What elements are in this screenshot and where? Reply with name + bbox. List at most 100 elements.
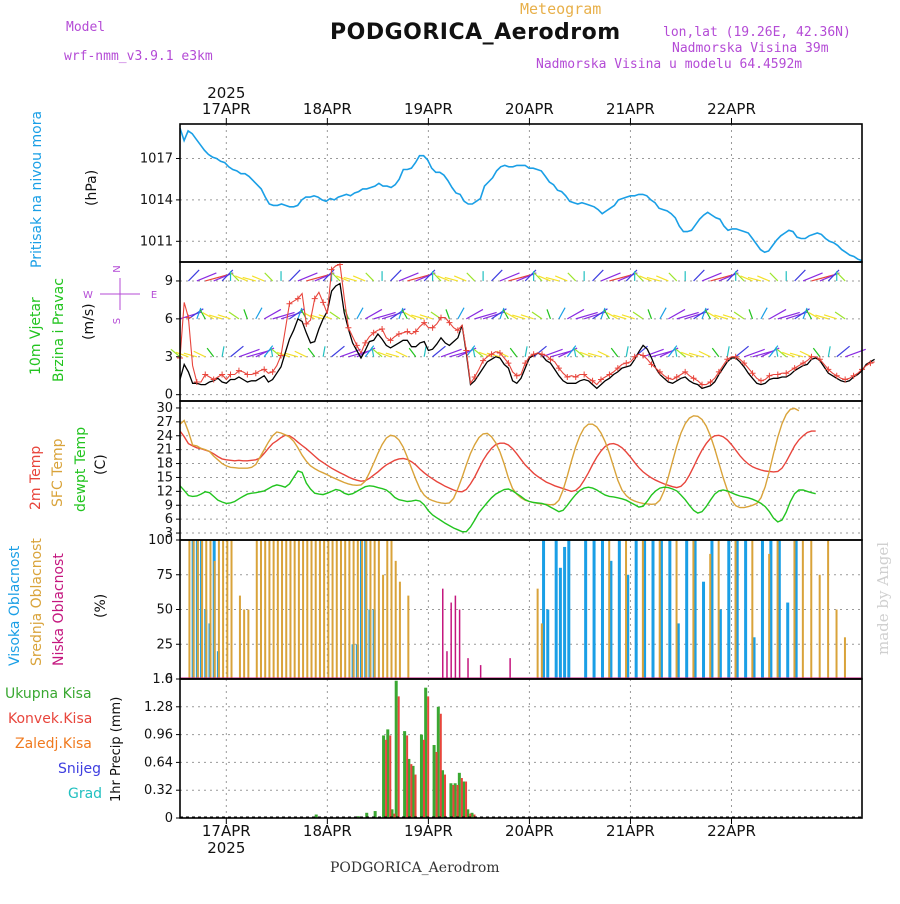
wind-direction-arrow bbox=[371, 346, 375, 357]
wind-direction-arrow bbox=[575, 311, 598, 320]
total-precip-bar bbox=[424, 687, 428, 818]
wind-gust-marker bbox=[623, 360, 630, 367]
wind-direction-arrow bbox=[419, 314, 433, 320]
wind-direction-arrow bbox=[175, 351, 189, 358]
wind-gust-marker bbox=[505, 360, 512, 367]
wind-gust-marker bbox=[463, 347, 470, 354]
wind-gust-marker bbox=[294, 295, 301, 302]
wind-gust-marker bbox=[699, 381, 706, 388]
mid-cloud-bar bbox=[810, 540, 813, 679]
temp-unit: (C) bbox=[93, 454, 109, 475]
wind-direction-arrow bbox=[472, 346, 476, 357]
wind-direction-arrow bbox=[710, 274, 733, 282]
compass-north: N bbox=[112, 265, 123, 272]
wind-gust-marker bbox=[833, 372, 840, 379]
mid-cloud-bar bbox=[264, 540, 267, 679]
wind-direction-arrow bbox=[688, 352, 703, 358]
wind-direction-arrow bbox=[199, 309, 206, 320]
wind-gust-marker bbox=[715, 368, 722, 375]
high-cloud-bar bbox=[584, 540, 588, 679]
high-cloud-bar bbox=[752, 637, 756, 679]
y-tick-label: 30 bbox=[156, 401, 173, 416]
mid-cloud-bar bbox=[331, 540, 334, 679]
y-tick-label: 100 bbox=[148, 533, 173, 548]
total-precip-bar bbox=[407, 758, 411, 818]
wind-gust-marker bbox=[783, 370, 790, 377]
wind-direction-arrow bbox=[284, 352, 299, 358]
legend-graupel: Grad bbox=[68, 786, 103, 802]
wind-gust-marker bbox=[438, 314, 445, 321]
mid-cloud-bar bbox=[306, 540, 309, 679]
wind-direction-arrow bbox=[423, 346, 427, 357]
convective-precip-bar bbox=[465, 781, 468, 818]
wind-direction-arrow bbox=[799, 350, 812, 358]
high-cloud-bar bbox=[735, 540, 739, 679]
high-cloud-bar bbox=[609, 560, 613, 679]
mid-cloud-bar bbox=[318, 540, 321, 679]
wind-title-2: Brzina i Pravac bbox=[51, 278, 67, 382]
high-cloud-bar bbox=[634, 540, 638, 679]
wind-direction-arrow bbox=[760, 307, 768, 320]
wind-direction-arrow bbox=[711, 347, 720, 358]
high-cloud-bar bbox=[786, 602, 790, 679]
wind-direction-arrow bbox=[263, 308, 282, 320]
convective-precip-bar bbox=[469, 813, 472, 818]
wind-direction-arrow bbox=[524, 346, 528, 357]
wind-direction-arrow bbox=[587, 352, 602, 358]
mid-cloud-bar bbox=[196, 540, 199, 679]
wind-direction-arrow bbox=[398, 272, 419, 282]
mid-cloud-bar bbox=[398, 581, 401, 679]
wind-direction-arrow bbox=[408, 347, 417, 358]
wind-direction-arrow bbox=[639, 275, 652, 282]
wind-gust-marker bbox=[395, 331, 402, 338]
wind-direction-arrow bbox=[196, 272, 217, 282]
high-cloud-bar bbox=[617, 540, 621, 679]
wind-gust-marker bbox=[193, 379, 200, 386]
wind-direction-arrow bbox=[502, 309, 509, 320]
high-cloud-bar bbox=[794, 540, 798, 679]
wind-direction-arrow bbox=[364, 308, 383, 320]
mid-cloud-bar bbox=[843, 637, 846, 679]
mid-cloud-bar bbox=[348, 540, 351, 679]
wind-gust-marker bbox=[606, 371, 613, 378]
wind-gust-marker bbox=[656, 368, 663, 375]
wind-direction-arrow bbox=[440, 348, 462, 358]
total-precip-bar bbox=[382, 735, 386, 818]
total-precip-bar bbox=[390, 809, 394, 818]
high-cloud-title: Visoka Oblacnost bbox=[7, 545, 23, 666]
wind-gust-marker bbox=[757, 377, 764, 384]
high-cloud-bar bbox=[693, 540, 697, 679]
wind-gust-marker bbox=[185, 314, 192, 321]
wind-direction-arrow bbox=[668, 272, 678, 282]
wind-direction-arrow bbox=[187, 269, 200, 282]
wind-direction-arrow bbox=[205, 274, 228, 282]
mid-cloud-bar bbox=[386, 540, 389, 679]
mid-cloud-bar bbox=[205, 540, 208, 679]
mid-cloud-bar bbox=[344, 540, 347, 679]
y-tick-label: 0.32 bbox=[144, 783, 173, 798]
wind-direction-arrow bbox=[193, 350, 206, 358]
wind-direction-arrow bbox=[235, 275, 248, 282]
wind-unit: (m/s) bbox=[81, 303, 97, 340]
y-tick-label: 50 bbox=[156, 603, 173, 618]
mid-cloud-bar bbox=[335, 540, 338, 679]
wind-direction-arrow bbox=[714, 314, 728, 320]
mid-cloud-bar bbox=[192, 540, 195, 679]
wind-direction-arrow bbox=[276, 351, 290, 358]
high-cloud-bar bbox=[542, 540, 546, 679]
mid-cloud-bar bbox=[365, 540, 368, 679]
wind-gust-marker bbox=[530, 351, 537, 358]
wind-direction-arrow bbox=[202, 312, 214, 320]
pressure-unit: (hPa) bbox=[84, 169, 100, 206]
high-cloud-bar bbox=[702, 581, 706, 679]
high-cloud-bar bbox=[554, 540, 558, 679]
wind-gust-marker bbox=[278, 352, 285, 359]
wind-direction-arrow bbox=[411, 314, 425, 320]
wind-gust-marker bbox=[564, 373, 571, 380]
wind-direction-arrow bbox=[401, 309, 408, 320]
mid-cloud-bar bbox=[293, 540, 296, 679]
wind-gust-marker bbox=[412, 328, 419, 335]
wind-direction-arrow bbox=[823, 314, 837, 320]
model-name: wrf-nmm_v3.9.1 e3km bbox=[64, 49, 213, 64]
wind-direction-arrow bbox=[701, 272, 722, 282]
